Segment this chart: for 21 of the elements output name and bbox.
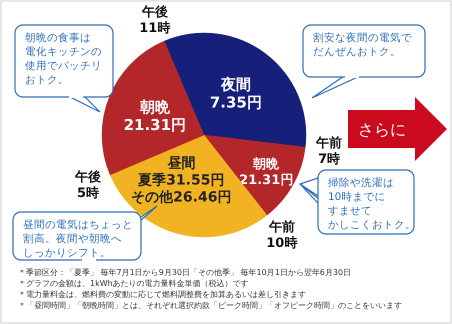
text: 午後5時: [74, 169, 102, 202]
text: 朝晩の食事は電化キッチンの使用でバッチリおトク。: [25, 31, 102, 86]
text: 割安な夜間の電気でだんぜんおトク。: [313, 31, 413, 58]
text: ＊グラフの金額は、1kWhあたりの電力量料金単価（税込）です: [18, 279, 249, 288]
slice-label: 朝晩: [138, 98, 171, 116]
text: ＊季節区分：「夏季」 毎年7月1日から9月30日「その他季」 毎年10月1日から翌年6月30日: [18, 268, 352, 277]
text: ＊電力量料金は、燃料費の変動に応じて燃料調整費を加算あるいは差し引きます: [18, 290, 306, 299]
text: 夏季31.55円その他26.46円: [131, 171, 232, 206]
slice-label: 夜間: [220, 76, 251, 94]
text: 午前10時: [266, 220, 298, 252]
text: 午前7時: [315, 136, 342, 168]
text: さらに: [358, 120, 406, 139]
text: 21.31円: [124, 116, 186, 134]
text: 掃除や洗濯は10時までにすませてかしこくおトク。: [328, 176, 416, 231]
text: ＊「昼間時間」「朝晩時間」とは、それぞれ選択約款「ピーク時間」「オフピーク時間」のことをいいます: [18, 301, 402, 310]
text: 昼間の電気はちょっと割高。夜間や朝晩へしっかりシフト。: [23, 219, 133, 259]
text: 21.31円: [239, 173, 294, 188]
slice-label: 昼間: [166, 155, 196, 172]
text: 午後11時: [139, 4, 170, 36]
text: 7.35円: [210, 94, 262, 112]
slice-label: 朝晩: [252, 157, 280, 172]
